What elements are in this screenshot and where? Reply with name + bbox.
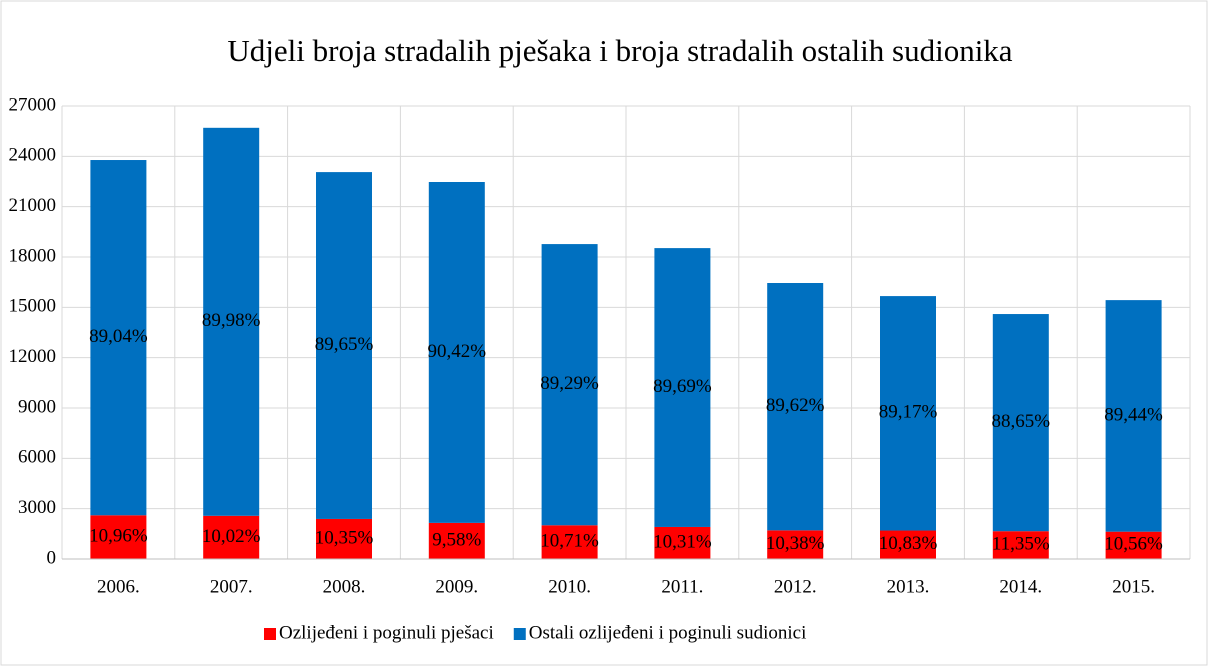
x-tick-label: 2012. xyxy=(774,576,817,597)
data-label: 89,17% xyxy=(879,402,938,423)
data-label: 89,29% xyxy=(540,373,599,394)
data-label: 10,56% xyxy=(1104,534,1163,555)
data-label: 11,35% xyxy=(992,533,1050,554)
y-tick-label: 0 xyxy=(47,547,57,568)
bar-segment xyxy=(316,518,372,559)
bar-segment xyxy=(203,515,260,559)
bar-segment xyxy=(880,530,936,559)
y-tick-label: 6000 xyxy=(18,447,56,468)
bar-segment xyxy=(654,526,711,559)
data-label: 10,02% xyxy=(202,526,261,547)
x-tick-label: 2011. xyxy=(661,576,703,597)
legend-label: Ostali ozlijeđeni i poginuli sudionici xyxy=(529,622,807,643)
legend-swatch xyxy=(264,628,276,640)
bar-segment xyxy=(767,283,824,531)
data-label: 9,58% xyxy=(432,529,481,550)
y-tick-label: 27000 xyxy=(9,94,57,115)
bar-segment xyxy=(428,522,485,559)
y-tick-label: 21000 xyxy=(9,195,57,216)
bar-segment xyxy=(316,172,372,519)
x-tick-label: 2014. xyxy=(999,576,1042,597)
x-tick-label: 2007. xyxy=(210,576,253,597)
data-label: 90,42% xyxy=(428,341,487,362)
data-label: 88,65% xyxy=(992,411,1051,432)
bar-segment xyxy=(1105,531,1162,559)
y-tick-label: 3000 xyxy=(18,497,56,518)
x-tick-label: 2009. xyxy=(435,576,478,597)
data-label: 89,69% xyxy=(653,376,712,397)
bar-segment xyxy=(992,314,1049,532)
x-tick-label: 2006. xyxy=(97,576,140,597)
data-label: 10,38% xyxy=(766,533,825,554)
bar-segment xyxy=(90,515,147,559)
x-tick-label: 2010. xyxy=(548,576,591,597)
y-tick-label: 24000 xyxy=(9,145,57,166)
bar-segment xyxy=(992,531,1049,559)
y-tick-label: 9000 xyxy=(18,396,56,417)
data-label: 10,83% xyxy=(879,533,938,554)
bar-segment xyxy=(428,182,485,523)
bar-segment xyxy=(767,530,824,559)
bar-segment xyxy=(203,127,260,516)
data-label: 10,71% xyxy=(540,530,599,551)
bar-segment xyxy=(880,296,936,531)
data-label: 10,31% xyxy=(653,531,712,552)
bar-segment xyxy=(90,160,147,516)
chart-title: Udjeli broja stradalih pješaka i broja s… xyxy=(227,33,1012,68)
y-tick-label: 18000 xyxy=(9,245,57,266)
data-label: 89,98% xyxy=(202,310,261,331)
x-tick-label: 2008. xyxy=(323,576,366,597)
legend-label: Ozlijeđeni i poginuli pješaci xyxy=(279,622,494,643)
bar-segment xyxy=(1105,300,1162,532)
x-tick-label: 2013. xyxy=(887,576,930,597)
data-label: 10,96% xyxy=(89,525,148,546)
data-label: 10,35% xyxy=(315,527,374,548)
x-tick-label: 2015. xyxy=(1112,576,1155,597)
data-label: 89,44% xyxy=(1104,404,1163,425)
data-label: 89,04% xyxy=(89,326,148,347)
y-tick-label: 12000 xyxy=(9,346,57,367)
y-tick-label: 15000 xyxy=(9,296,57,317)
legend-swatch xyxy=(513,628,526,640)
bar-segment xyxy=(654,248,711,527)
data-label: 89,62% xyxy=(766,395,825,416)
data-label: 89,65% xyxy=(315,334,374,355)
bar-segment xyxy=(541,525,598,559)
bar-segment xyxy=(541,244,598,526)
